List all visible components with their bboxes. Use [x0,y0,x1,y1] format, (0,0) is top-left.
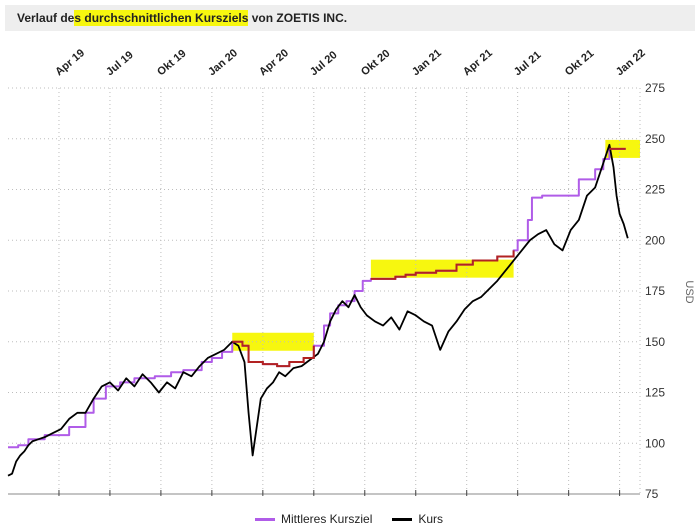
grid-layer [8,87,641,495]
highlight-band-0 [232,332,314,351]
y-tick-label-0: 75 [645,487,659,501]
x-axis: Apr 19 Jul 19 Okt 19 Jan 20 Apr 20 Jul 20 Okt … [53,47,648,496]
x-tick-label-5: Jul 20 [308,49,340,78]
y-axis: 75 100 125 150 175 200 225 250 275 [645,81,665,501]
legend-item-target[interactable]: Mittleres Kursziel [255,512,372,526]
x-tick-label-2: Okt 19 [155,47,188,78]
y-tick-label-5: 200 [645,233,665,247]
legend-swatch-price [392,517,413,521]
x-tick-label-8: Apr 21 [461,47,495,78]
series-layer [7,143,629,477]
legend-item-price[interactable]: Kurs [392,512,443,526]
y-tick-label-1: 100 [645,436,665,450]
chart-title: Verlauf des durchschnittlichen Kursziels… [17,10,348,26]
line-chart: Apr 19 Jul 19 Okt 19 Jan 20 Apr 20 Jul 20 Okt … [7,47,695,501]
chart-title-part3: von ZOETIS INC. [248,11,348,25]
highlight-target-segment-1 [370,250,515,280]
chart-title-bar: Verlauf des durchschnittlichen Kursziels… [5,5,695,31]
y-axis-label: USD [683,280,695,303]
series-line-kurs [7,143,629,477]
legend-swatch-target [255,517,275,521]
x-tick-label-3: Jan 20 [206,47,240,78]
y-tick-label-7: 250 [645,132,665,146]
legend: Mittleres Kursziel Kurs [255,512,463,526]
series-line-mittleres-kursziel [8,147,626,449]
y-tick-label-4: 175 [645,284,665,298]
y-tick-label-8: 275 [645,81,665,95]
y-tick-label-3: 150 [645,335,665,349]
x-tick-label-4: Apr 20 [257,47,291,78]
x-tick-label-0: Apr 19 [53,47,87,78]
y-tick-label-6: 225 [645,183,665,197]
legend-label-target: Mittleres Kursziel [281,512,373,526]
x-tick-label-9: Jul 21 [512,49,544,78]
x-tick-label-1: Jul 19 [104,49,136,78]
x-tick-label-10: Okt 21 [563,47,596,78]
legend-label-price: Kurs [418,512,444,526]
x-tick-label-7: Jan 21 [410,47,444,78]
x-tick-label-6: Okt 20 [359,47,392,78]
y-tick-label-2: 125 [645,386,665,400]
highlight-band-1 [370,259,514,278]
highlight-target-segment-0 [232,340,315,368]
chart-title-part1: Verlauf de [17,11,75,25]
highlight-layer [232,139,640,351]
x-tick-label-11: Jan 22 [614,47,648,78]
chart-title-highlighted: s durchschnittlichen Kursziels [74,10,249,26]
